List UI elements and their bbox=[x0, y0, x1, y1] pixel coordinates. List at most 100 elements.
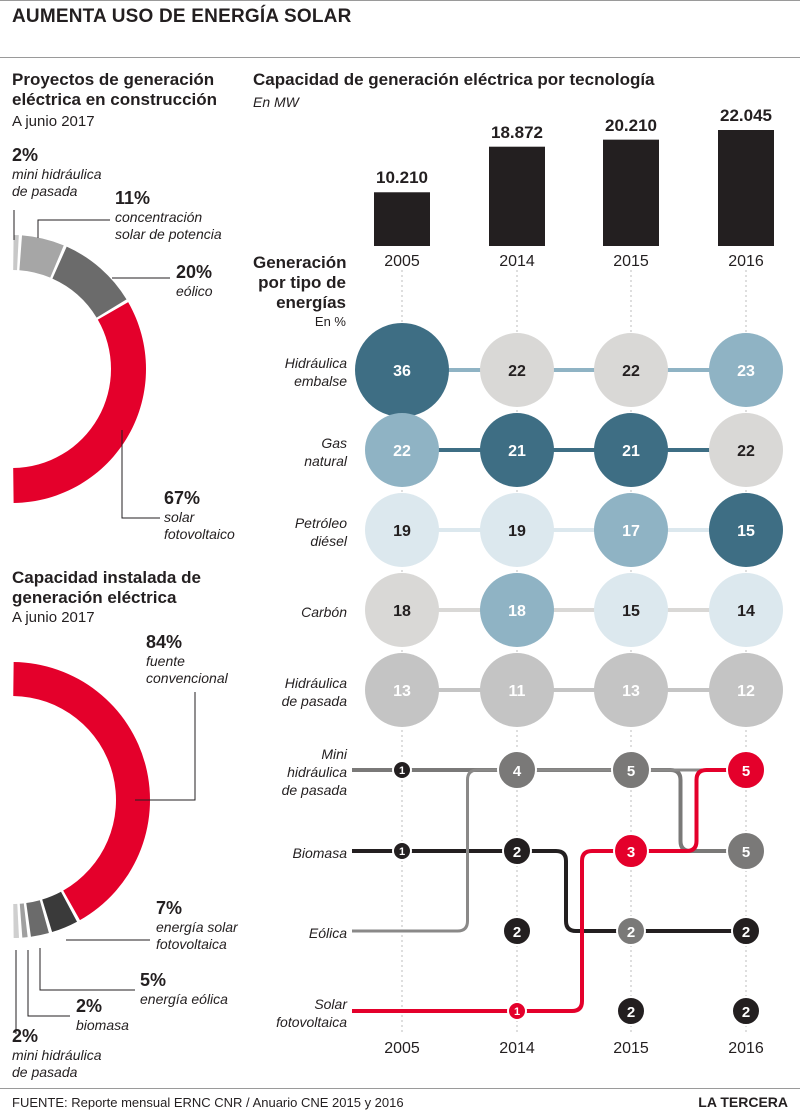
donut-slice-mini-hidráulica-de-pasada bbox=[13, 235, 19, 271]
rank-circle-7-2014 bbox=[502, 916, 532, 946]
rank-circle-5-2016 bbox=[726, 750, 766, 790]
category-label-5: Mini hidráulica de pasada bbox=[281, 746, 347, 798]
rank-value-6-2015: 3 bbox=[627, 844, 635, 861]
donut2-label-1a: fuente bbox=[146, 653, 185, 669]
donut1-chart bbox=[13, 235, 146, 503]
rank-circle-0-2016 bbox=[709, 333, 783, 407]
brand-logo: LA TERCERA bbox=[698, 1094, 788, 1110]
donut-leader-lines bbox=[13, 210, 196, 1034]
matrix-title-line1: Generación bbox=[253, 253, 347, 272]
donut-slice-concentración-solar-de-potencia bbox=[19, 235, 64, 278]
category-label-2: Petróleo diésel bbox=[294, 515, 347, 549]
rank-value-7-2016: 2 bbox=[742, 924, 750, 941]
rank-circle-5-2014 bbox=[497, 750, 537, 790]
rank-value-7-2014: 2 bbox=[513, 924, 521, 941]
rank-circle-2-2016 bbox=[709, 493, 783, 567]
donut-slice-fuente-convencional bbox=[13, 662, 151, 921]
bar-year-2015: 2015 bbox=[613, 253, 649, 270]
rank-circle-1-2005 bbox=[365, 413, 439, 487]
donut1-subtitle: A junio 2017 bbox=[12, 113, 95, 130]
donut2-label-2b: fotovoltaica bbox=[156, 936, 227, 952]
rank-value-0-2014: 22 bbox=[508, 363, 526, 380]
donut1-pct-4: 67% bbox=[164, 488, 201, 508]
donut2-label-eolica: 5% energía eólica bbox=[140, 970, 228, 1008]
donut-slice-solar-fotovoltaico bbox=[13, 302, 146, 503]
donut2-label-2a: energía solar bbox=[156, 919, 238, 935]
year-guide-lines bbox=[401, 270, 747, 1035]
flow-biomasa bbox=[352, 849, 746, 933]
rank-value-1-2005: 22 bbox=[393, 443, 411, 460]
bar-year-2016: 2016 bbox=[728, 253, 764, 270]
rank-value-6-2005: 1 bbox=[399, 846, 405, 858]
bottom-year-2005: 2005 bbox=[384, 1040, 420, 1057]
category-label-3: Carbón bbox=[301, 604, 347, 620]
donut1-label-solar: 67% solar fotovoltaico bbox=[164, 488, 235, 543]
donut-slice-biomasa bbox=[19, 903, 28, 938]
donut1-label-4a: solar bbox=[164, 509, 195, 525]
donut1-label-2a: concentración bbox=[115, 209, 203, 225]
header-divider bbox=[0, 57, 800, 58]
category-label-4: Hidráulica de pasada bbox=[281, 675, 347, 709]
donut2-label-solar: 7% energía solar fotovoltaica bbox=[156, 898, 238, 953]
donut2-pct-1: 84% bbox=[146, 632, 183, 652]
bar-value-2005: 10.210 bbox=[376, 168, 428, 188]
bars-title: Capacidad de generación eléctrica por te… bbox=[253, 70, 655, 89]
rank-value-0-2015: 22 bbox=[622, 363, 640, 380]
donut2-chart bbox=[13, 662, 151, 938]
rank-circle-6-2005 bbox=[392, 841, 412, 861]
rank-circle-6-2014 bbox=[502, 836, 532, 866]
donut1-label-1b: de pasada bbox=[12, 183, 78, 199]
donut1-pct-2: 11% bbox=[115, 188, 151, 208]
flow-eolica bbox=[352, 768, 746, 933]
donut2-pct-3: 5% bbox=[140, 970, 167, 990]
rank-value-5-2014: 4 bbox=[513, 763, 522, 780]
rank-circle-5-2005 bbox=[392, 760, 412, 780]
bar-2016 bbox=[718, 130, 774, 246]
donut1-pct-3: 20% bbox=[176, 262, 213, 282]
donut2-label-mini-hidraulica: 2% mini hidráulica de pasada bbox=[12, 1026, 101, 1081]
donut1-label-4b: fotovoltaico bbox=[164, 526, 235, 542]
leader-line bbox=[135, 692, 196, 801]
rank-value-2-2016: 15 bbox=[737, 523, 755, 540]
donut2-label-convencional: 84% fuente convencional bbox=[146, 632, 228, 687]
rank-circle-4-2014 bbox=[480, 653, 554, 727]
flow-solar bbox=[352, 768, 746, 1013]
leader-line bbox=[39, 948, 135, 991]
rank-value-2-2005: 19 bbox=[393, 523, 411, 540]
donut1-label-3a: eólico bbox=[176, 283, 213, 299]
rank-value-4-2014: 11 bbox=[509, 683, 526, 700]
rank-value-3-2016: 14 bbox=[737, 603, 755, 620]
donut2-label-4a: biomasa bbox=[76, 1017, 129, 1033]
donut-slice-mini-hidráulica-de-pasada bbox=[13, 903, 20, 938]
rank-circle-1-2015 bbox=[594, 413, 668, 487]
donut2-label-1b: convencional bbox=[146, 670, 228, 686]
category-label-0: Hidráulica embalse bbox=[284, 355, 347, 389]
rank-value-8-2016: 2 bbox=[742, 1004, 750, 1021]
rank-value-2-2015: 17 bbox=[622, 523, 640, 540]
rank-value-3-2005: 18 bbox=[393, 603, 411, 620]
donut2-label-3a: energía eólica bbox=[140, 991, 228, 1007]
matrix-subtitle: En % bbox=[314, 314, 346, 329]
rank-value-4-2016: 12 bbox=[737, 683, 755, 700]
bar-value-2016: 22.045 bbox=[720, 106, 772, 125]
bar-year-2005: 2005 bbox=[384, 253, 420, 270]
donut1-label-2b: solar de potencia bbox=[115, 226, 222, 242]
donut2-title: Capacidad instalada de generación eléctr… bbox=[12, 568, 201, 608]
rank-circle-6-2016 bbox=[726, 831, 766, 871]
rank-value-5-2016: 5 bbox=[742, 763, 750, 780]
category-label-6: Biomasa bbox=[292, 845, 347, 861]
donut2-label-biomasa: 2% biomasa bbox=[76, 996, 129, 1034]
rank-circle-2-2005 bbox=[365, 493, 439, 567]
rank-circle-6-2015 bbox=[613, 833, 649, 869]
rank-value-7-2015: 2 bbox=[627, 924, 635, 941]
rank-circle-4-2005 bbox=[365, 653, 439, 727]
rank-circle-4-2015 bbox=[594, 653, 668, 727]
rank-circle-2-2014 bbox=[480, 493, 554, 567]
rank-circle-0-2014 bbox=[480, 333, 554, 407]
rank-circle-3-2016 bbox=[709, 573, 783, 647]
rank-circle-1-2016 bbox=[709, 413, 783, 487]
source-note: FUENTE: Reporte mensual ERNC CNR / Anuar… bbox=[12, 1095, 404, 1110]
